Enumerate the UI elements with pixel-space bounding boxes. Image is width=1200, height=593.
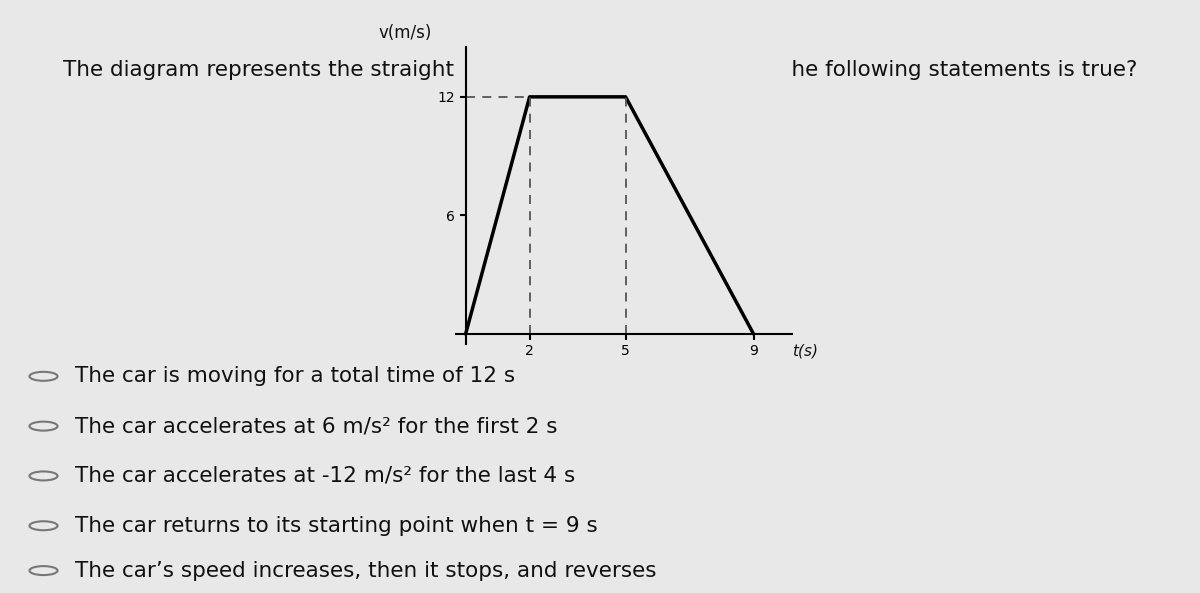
Text: t(s): t(s) [792,344,818,359]
Text: The car accelerates at -12 m/s² for the last 4 s: The car accelerates at -12 m/s² for the … [74,466,575,486]
Text: The car’s speed increases, then it stops, and reverses: The car’s speed increases, then it stops… [74,560,656,581]
Text: The car returns to its starting point when t = 9 s: The car returns to its starting point wh… [74,516,598,535]
Text: The car is moving for a total time of 12 s: The car is moving for a total time of 12… [74,366,515,386]
Y-axis label: v(m/s): v(m/s) [379,24,432,42]
Text: The car accelerates at 6 m/s² for the first 2 s: The car accelerates at 6 m/s² for the fi… [74,416,557,436]
Text: The diagram represents the straight line motion of a car. Which of the following: The diagram represents the straight line… [62,59,1138,79]
